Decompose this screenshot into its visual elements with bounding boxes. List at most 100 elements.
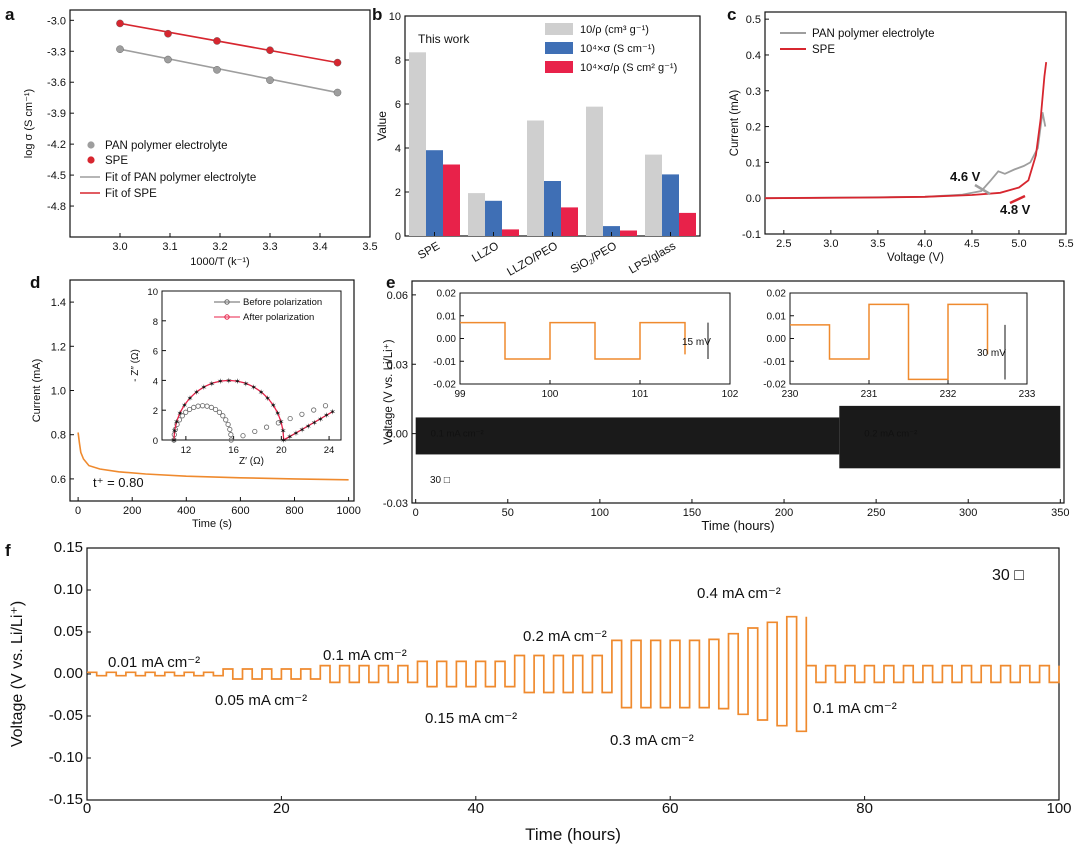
d-inset-point-before [287,415,293,422]
e-inset-ytick-label: 0.01 [437,311,457,322]
a-ylabel: log σ (S cm⁻¹) [23,89,35,158]
a-xtick-label: 3.2 [212,241,227,253]
panel-label-e: e [386,273,395,292]
b-bar [527,120,544,236]
e-inset-xtick-label: 233 [1019,389,1036,400]
a-point [266,76,274,84]
e-xtick-label: 300 [959,507,977,519]
f-ytick-label: 0.05 [54,623,83,640]
e-ytick-label: 0.00 [387,429,408,441]
b-bar [468,193,485,236]
b-bar [662,174,679,236]
e-ytick-label: 0.06 [387,290,408,302]
d-xtick-label: 800 [285,505,303,517]
e-inset-ytick-label: 0.02 [437,289,457,300]
f-current-label: 0.3 mA cm⁻² [610,732,694,749]
f-xlabel: Time (hours) [525,825,621,844]
d-inset-xtick-label: 20 [276,445,287,456]
e-cycling-band [415,417,840,455]
e-inset-xtick-label: 101 [632,389,649,400]
a-point [213,66,221,74]
b-bar [645,154,662,236]
a-legend-label: Fit of SPE [105,188,157,200]
d-inset-point-before [208,404,215,411]
e-ytick-label: -0.03 [383,498,408,510]
d-inset-ytick-label: 0 [153,436,158,447]
d-inset-point-after: ✶ [317,415,324,424]
d-inset-point-after: ✶ [329,408,336,417]
a-legend-marker [87,141,95,149]
c-ylabel: Current (mA) [729,90,741,157]
b-category-label: SPE [416,240,442,262]
a-point [164,29,172,38]
d-inset-point-before [275,420,281,426]
c-ytick-label: 0.4 [746,50,761,62]
d-inset-point-after: ✶ [225,376,232,385]
d-inset-point-before [186,406,193,413]
a-xtick-label: 3.4 [312,241,327,253]
c-xtick-label: 4.5 [964,238,979,250]
e-inset-ytick-label: 0.01 [767,311,787,322]
e-inset-xtick-label: 231 [861,389,878,400]
a-xtick-label: 3.3 [262,241,277,253]
d-inset-ylabel: - Z″ (Ω) [130,349,141,382]
d-inset-xtick-label: 12 [181,445,192,456]
d-inset-point-after: ✶ [250,383,257,392]
b-category-label: LPS/glass [627,240,678,276]
d-inset-xtick-label: 16 [228,445,239,456]
d-inset-point-before [263,424,270,430]
b-legend-swatch [545,61,573,73]
e-inset-ytick-label: 0.00 [437,334,457,345]
d-inset-point-after: ✶ [286,432,293,441]
d-inset-point-before [225,421,231,428]
a-ytick-label: -3.9 [47,108,66,120]
b-legend-label: 10/ρ (cm³ g⁻¹) [580,24,649,36]
d-inset-point-before [216,409,223,415]
b-legend-swatch [545,42,573,54]
d-inset-point-after: ✶ [193,388,200,397]
d-inset-point-before [311,407,317,413]
d-inset-legend-marker [224,299,230,305]
a-ytick-label: -3.0 [47,15,66,27]
b-legend-label: 10⁴×σ (S cm⁻¹) [580,43,655,55]
f-ytick-label: 0.15 [54,539,83,556]
d-inset-point-after: ✶ [280,436,287,445]
f-xtick-label: 80 [856,800,873,817]
d-inset-point-after: ✶ [234,377,241,386]
b-ytick-label: 10 [389,11,401,23]
e-ytick-label: 0.03 [387,359,408,371]
b-category-label: SiO₂/PEO [569,240,619,276]
f-ylabel: Voltage (V vs. Li/Li⁺) [9,601,26,747]
d-inset-ytick-label: 6 [153,347,158,358]
d-xlabel: Time (s) [192,518,232,530]
e-inset-annotation: 15 mV [682,337,711,348]
a-xtick-label: 3.0 [112,241,127,253]
c-ytick-label: 0.5 [746,14,761,26]
c-legend-label: PAN polymer electrolyte [812,28,935,40]
d-ylabel: Current (mA) [31,359,43,423]
d-inset-point-before [228,437,234,443]
panel-label-b: b [372,5,382,24]
e-xlabel: Time (hours) [701,518,774,533]
d-inset-frame [161,290,342,441]
b-bar [620,230,637,236]
d-inset-point-before [227,426,233,433]
d-inset-point-after: ✶ [258,388,265,397]
c-annotation-46: 4.6 V [950,169,981,184]
d-inset-point-before [240,433,246,439]
f-temperature: 30 □ [992,567,1024,584]
c-ytick-label: -0.1 [742,229,761,241]
b-bar [544,181,561,236]
d-ytick-label: 1.0 [51,386,66,398]
f-current-label: 0.2 mA cm⁻² [523,628,607,645]
b-bar [603,226,620,236]
c-legend-label: SPE [812,44,835,56]
b-bar [679,212,696,236]
a-ytick-label: -3.6 [47,77,66,89]
e-cycling-band [839,405,1061,469]
d-inset-point-after: ✶ [171,427,178,436]
c-xtick-label: 3.5 [870,238,885,250]
f-xtick-label: 40 [467,800,484,817]
e-xtick-label: 250 [867,507,885,519]
a-point [333,88,342,97]
